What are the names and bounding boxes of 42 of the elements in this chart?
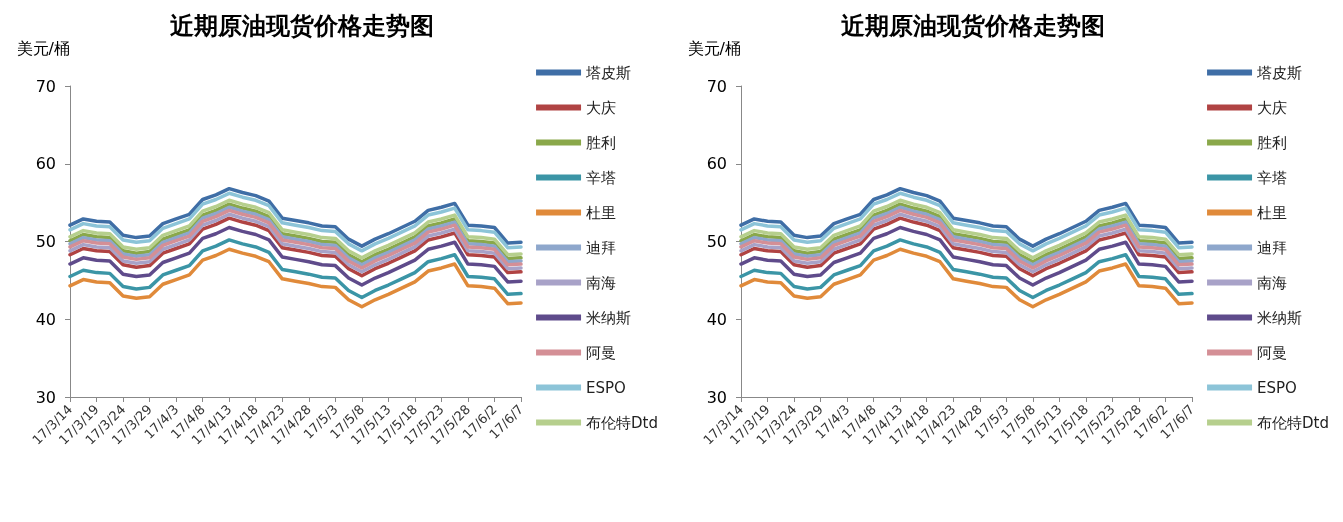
legend-label: 大庆	[1257, 98, 1288, 117]
y-tick-label: 60	[35, 154, 56, 174]
y-tick-label: 70	[706, 76, 727, 96]
legend-label: 杜里	[586, 203, 617, 222]
legend-label: 迪拜	[1257, 238, 1288, 257]
line-series	[68, 225, 523, 287]
y-tick-label: 70	[35, 76, 56, 96]
line-series	[68, 247, 523, 309]
y-tick-label: 40	[35, 309, 56, 329]
y-tick-label: 60	[706, 154, 727, 174]
chart-title: 近期原油现货价格走势图	[170, 10, 434, 40]
y-axis-title: 美元/桶	[687, 38, 741, 58]
legend-label: 布伦特Dtd	[586, 413, 658, 432]
legend-label: 胜利	[586, 133, 617, 152]
legend-label: 塔皮斯	[585, 63, 632, 82]
y-tick-label: 50	[706, 232, 727, 251]
legend-label: ESPO	[1257, 378, 1297, 397]
line-series	[739, 225, 1194, 287]
y-tick-label: 50	[35, 232, 56, 251]
y-tick-label: 30	[35, 387, 56, 407]
line-series	[68, 238, 523, 300]
legend-label: 阿曼	[1257, 343, 1288, 362]
legend-label: 米纳斯	[1257, 308, 1303, 327]
y-tick-label: 30	[706, 387, 727, 407]
chart-title: 近期原油现货价格走势图	[841, 10, 1105, 40]
y-tick-label: 40	[706, 309, 727, 329]
legend-label: 阿曼	[586, 343, 617, 362]
legend-label: 南海	[1257, 273, 1288, 292]
y-axis-title: 美元/桶	[16, 38, 70, 58]
legend-label: 辛塔	[1257, 168, 1288, 187]
legend-label: 塔皮斯	[1256, 63, 1303, 82]
legend-label: 胜利	[1257, 133, 1288, 152]
line-series	[739, 247, 1194, 309]
legend-label: 南海	[586, 273, 617, 292]
line-series	[739, 238, 1194, 300]
legend-label: 辛塔	[586, 168, 617, 187]
legend-label: 杜里	[1257, 203, 1288, 222]
legend-label: 米纳斯	[586, 308, 632, 327]
legend-label: 迪拜	[586, 238, 617, 257]
legend-label: 大庆	[586, 98, 617, 117]
legend-label: ESPO	[586, 378, 626, 397]
legend-label: 布伦特Dtd	[1257, 413, 1329, 432]
